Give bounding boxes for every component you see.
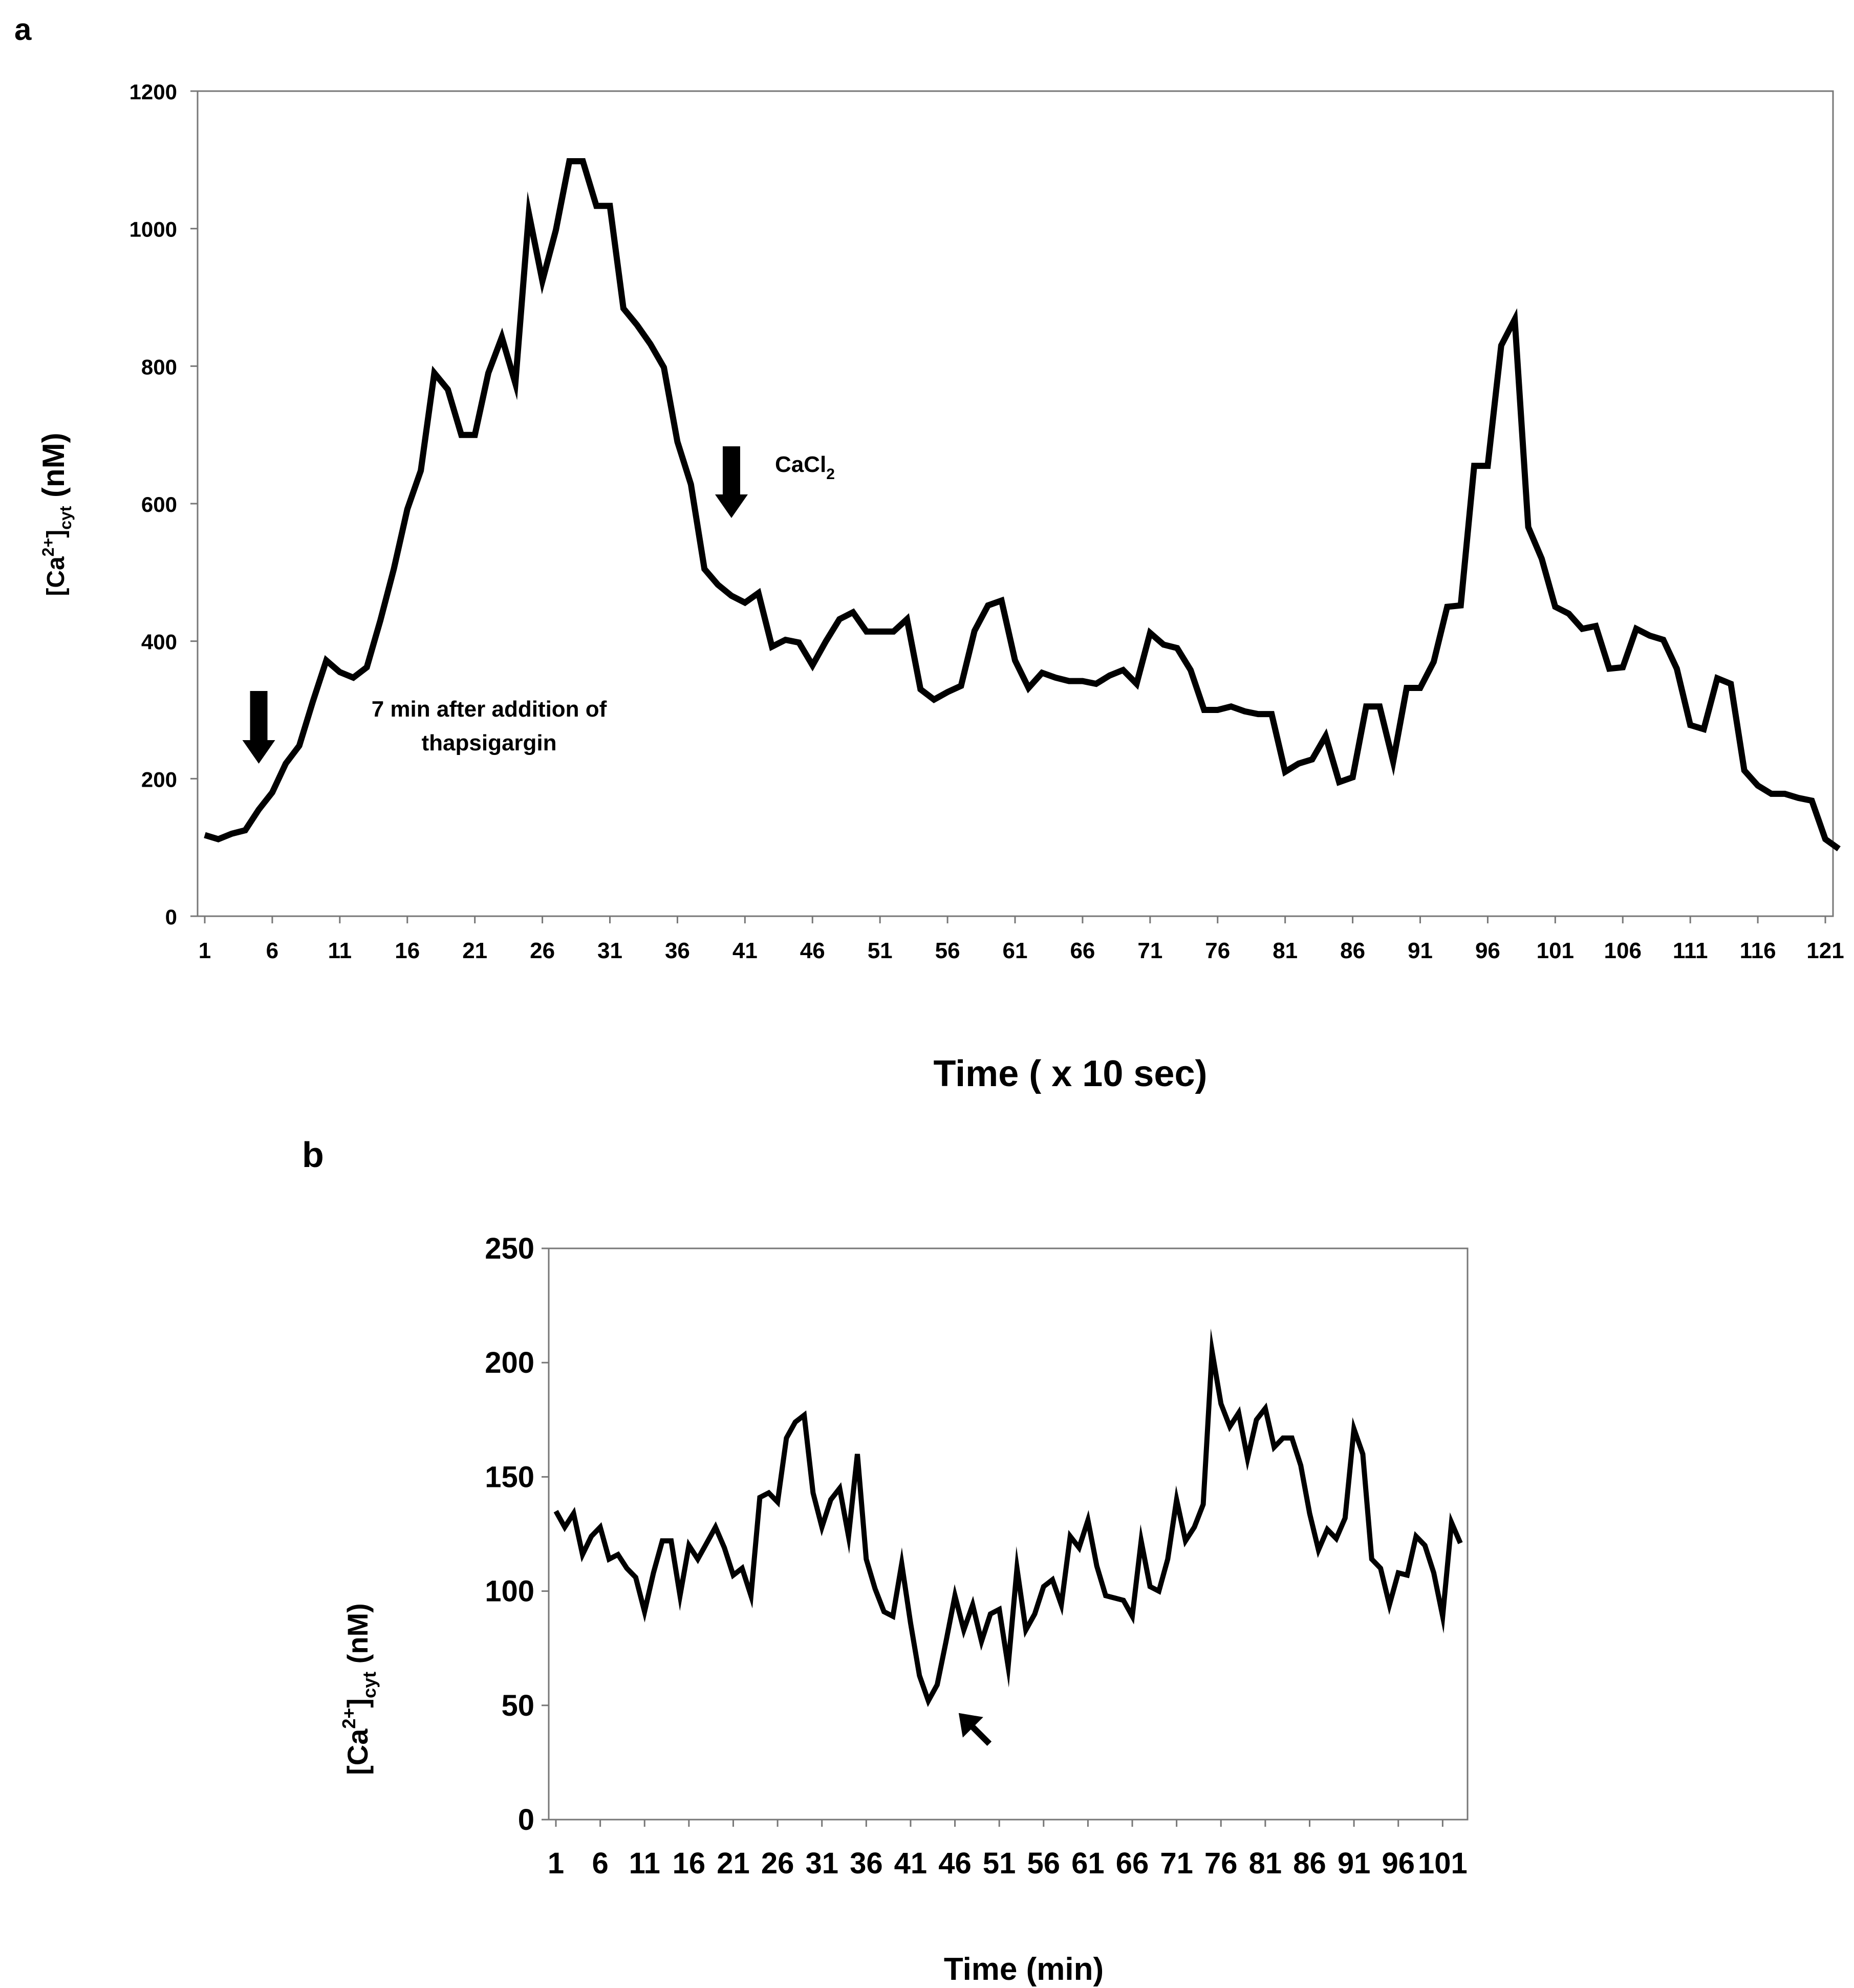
x-tick-label-b: 6 [592,1847,608,1880]
x-tick-label-b: 51 [983,1847,1016,1880]
y-tick-label-a: 1200 [130,80,177,104]
y-tick-label-a: 0 [165,905,177,929]
x-tick-label-a: 41 [732,938,758,963]
x-tick-label-a: 21 [462,938,487,963]
x-tick-label-a: 51 [868,938,893,963]
x-tick-label-b: 11 [629,1847,660,1880]
panel-label-b: b [302,1135,324,1175]
x-tick-label-a: 81 [1273,938,1298,963]
x-tick-label-a: 11 [328,938,352,963]
x-tick-label-b: 36 [850,1847,883,1880]
series-line-b [553,1328,1463,1708]
x-tick-label-a: 66 [1070,938,1095,963]
x-tick-label-a: 91 [1408,938,1433,963]
y-tick-label-b: 100 [485,1575,534,1608]
x-tick-label-b: 1 [548,1847,564,1880]
x-tick-label-a: 6 [266,938,278,963]
x-tick-label-b: 71 [1160,1847,1193,1880]
y-tick-label-a: 400 [141,630,177,654]
cacl2-annotation: CaCl2 [775,452,835,483]
plot-area-b [548,1247,1469,1821]
cacl2-arrow [715,446,748,518]
x-tick-label-a: 96 [1475,938,1500,963]
thapsigargin-arrow [242,691,275,764]
x-axis-a: 1 6 11 16 21 26 31 36 41 46 51 56 61 66 71 76 81 86 91 96 10… [199,916,1844,963]
x-axis-b: 1 6 11 16 21 26 31 36 41 46 51 56 61 66 71 76 81 86 91 96 10… [548,1820,1468,1880]
y-tick-label-b: 50 [501,1689,534,1722]
x-tick-label-a: 61 [1003,938,1028,963]
thapsigargin-annotation-line2: thapsigargin [422,730,557,755]
x-tick-label-b: 96 [1382,1847,1415,1880]
x-tick-label-b: 61 [1071,1847,1105,1880]
y-tick-label-a: 1000 [130,218,177,242]
x-tick-label-a: 106 [1604,938,1642,963]
x-tick-label-b: 21 [717,1847,750,1880]
y-tick-label-b: 250 [485,1232,534,1265]
x-tick-label-b: 41 [894,1847,928,1880]
y-tick-label-a: 800 [141,355,177,379]
y-tick-label-b: 0 [518,1803,534,1836]
y-tick-label-b: 150 [485,1460,534,1494]
x-tick-label-b: 86 [1293,1847,1326,1880]
x-tick-label-a: 46 [800,938,825,963]
x-tick-label-a: 26 [530,938,555,963]
x-tick-label-b: 31 [805,1847,838,1880]
x-tick-label-b: 91 [1338,1847,1371,1880]
panel-label-a: a [14,12,32,47]
x-tick-label-a: 101 [1537,938,1574,963]
x-tick-label-a: 16 [395,938,420,963]
x-axis-label-b: Time (min) [944,1952,1104,1987]
y-axis-b: 0 50 100 150 200 250 [485,1232,549,1836]
y-tick-label-a: 600 [141,492,177,516]
x-tick-label-b: 16 [673,1847,706,1880]
thapsigargin-annotation-line1: 7 min after addition of [372,697,607,722]
x-tick-label-a: 116 [1740,938,1776,963]
x-tick-label-a: 71 [1137,938,1162,963]
series-line-a [204,158,1841,852]
x-tick-label-a: 56 [935,938,960,963]
x-tick-label-a: 86 [1340,938,1365,963]
minimum-arrow [958,1713,992,1746]
x-tick-label-a: 1 [199,938,211,963]
x-tick-label-b: 101 [1418,1847,1468,1880]
x-tick-label-a: 31 [597,938,622,963]
x-tick-label-a: 36 [665,938,690,963]
x-tick-label-b: 66 [1116,1847,1149,1880]
x-tick-label-b: 76 [1204,1847,1238,1880]
y-axis-label-a: [Ca2+]cyt (nM) [36,433,75,596]
x-tick-label-b: 56 [1027,1847,1061,1880]
x-tick-label-b: 26 [761,1847,794,1880]
x-tick-label-b: 81 [1249,1847,1282,1880]
x-tick-label-a: 111 [1673,938,1708,963]
x-tick-label-a: 76 [1205,938,1230,963]
y-tick-label-b: 200 [485,1346,534,1379]
y-axis-label-b: [Ca2+]cyt (nM) [338,1603,380,1775]
y-tick-label-a: 200 [141,767,177,791]
x-tick-label-a: 121 [1806,938,1844,963]
y-axis-a: 0 200 400 600 800 1000 1200 [130,80,198,929]
x-axis-label-a: Time ( x 10 sec) [934,1053,1208,1094]
x-tick-label-b: 46 [938,1847,972,1880]
